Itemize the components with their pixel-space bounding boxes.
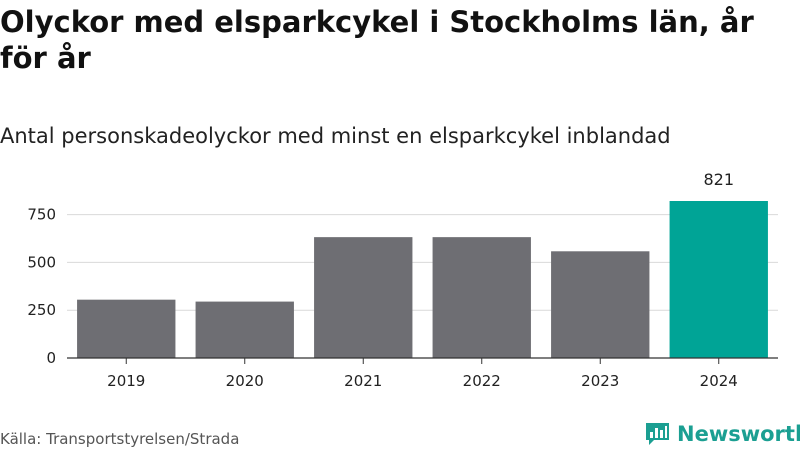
bar-2024 — [669, 201, 768, 358]
chart-bubble-icon — [646, 423, 669, 445]
x-tick-label: 2024 — [700, 372, 738, 390]
x-tick-label: 2021 — [344, 372, 382, 390]
bar-2023 — [551, 251, 650, 358]
bar-2022 — [432, 237, 531, 358]
bar-2021 — [314, 237, 413, 358]
brand-name: Newsworthy — [677, 421, 800, 446]
bar-2020 — [195, 301, 294, 358]
y-tick-label: 750 — [27, 206, 56, 224]
gridlines — [67, 214, 778, 311]
source-note: Källa: Transportstyrelsen/Strada — [0, 430, 240, 448]
y-tick-label: 250 — [27, 301, 56, 319]
y-tick-label: 500 — [27, 253, 56, 271]
newsworthy-logo: Newsworthy — [644, 420, 800, 447]
data-label: 821 — [703, 170, 734, 189]
x-tick-label: 2019 — [107, 372, 145, 390]
x-tick-label: 2020 — [226, 372, 264, 390]
chart-title: Olyckor med elsparkcykel i Stockholms lä… — [0, 5, 754, 75]
data-labels: 821 — [703, 170, 734, 189]
bar-2019 — [77, 299, 176, 358]
y-tick-label: 0 — [46, 349, 56, 367]
x-tick-label: 2023 — [581, 372, 619, 390]
axes: 0 250 500 750 2019 2020 2021 2022 2023 2024 — [27, 206, 778, 390]
bar-chart: 821 0 250 500 750 2019 2020 2021 2022 2023 2024 — [27, 170, 778, 390]
bars — [77, 201, 768, 358]
x-tick-label: 2022 — [463, 372, 501, 390]
chart-subtitle: Antal personskadeolyckor med minst en el… — [0, 124, 671, 148]
